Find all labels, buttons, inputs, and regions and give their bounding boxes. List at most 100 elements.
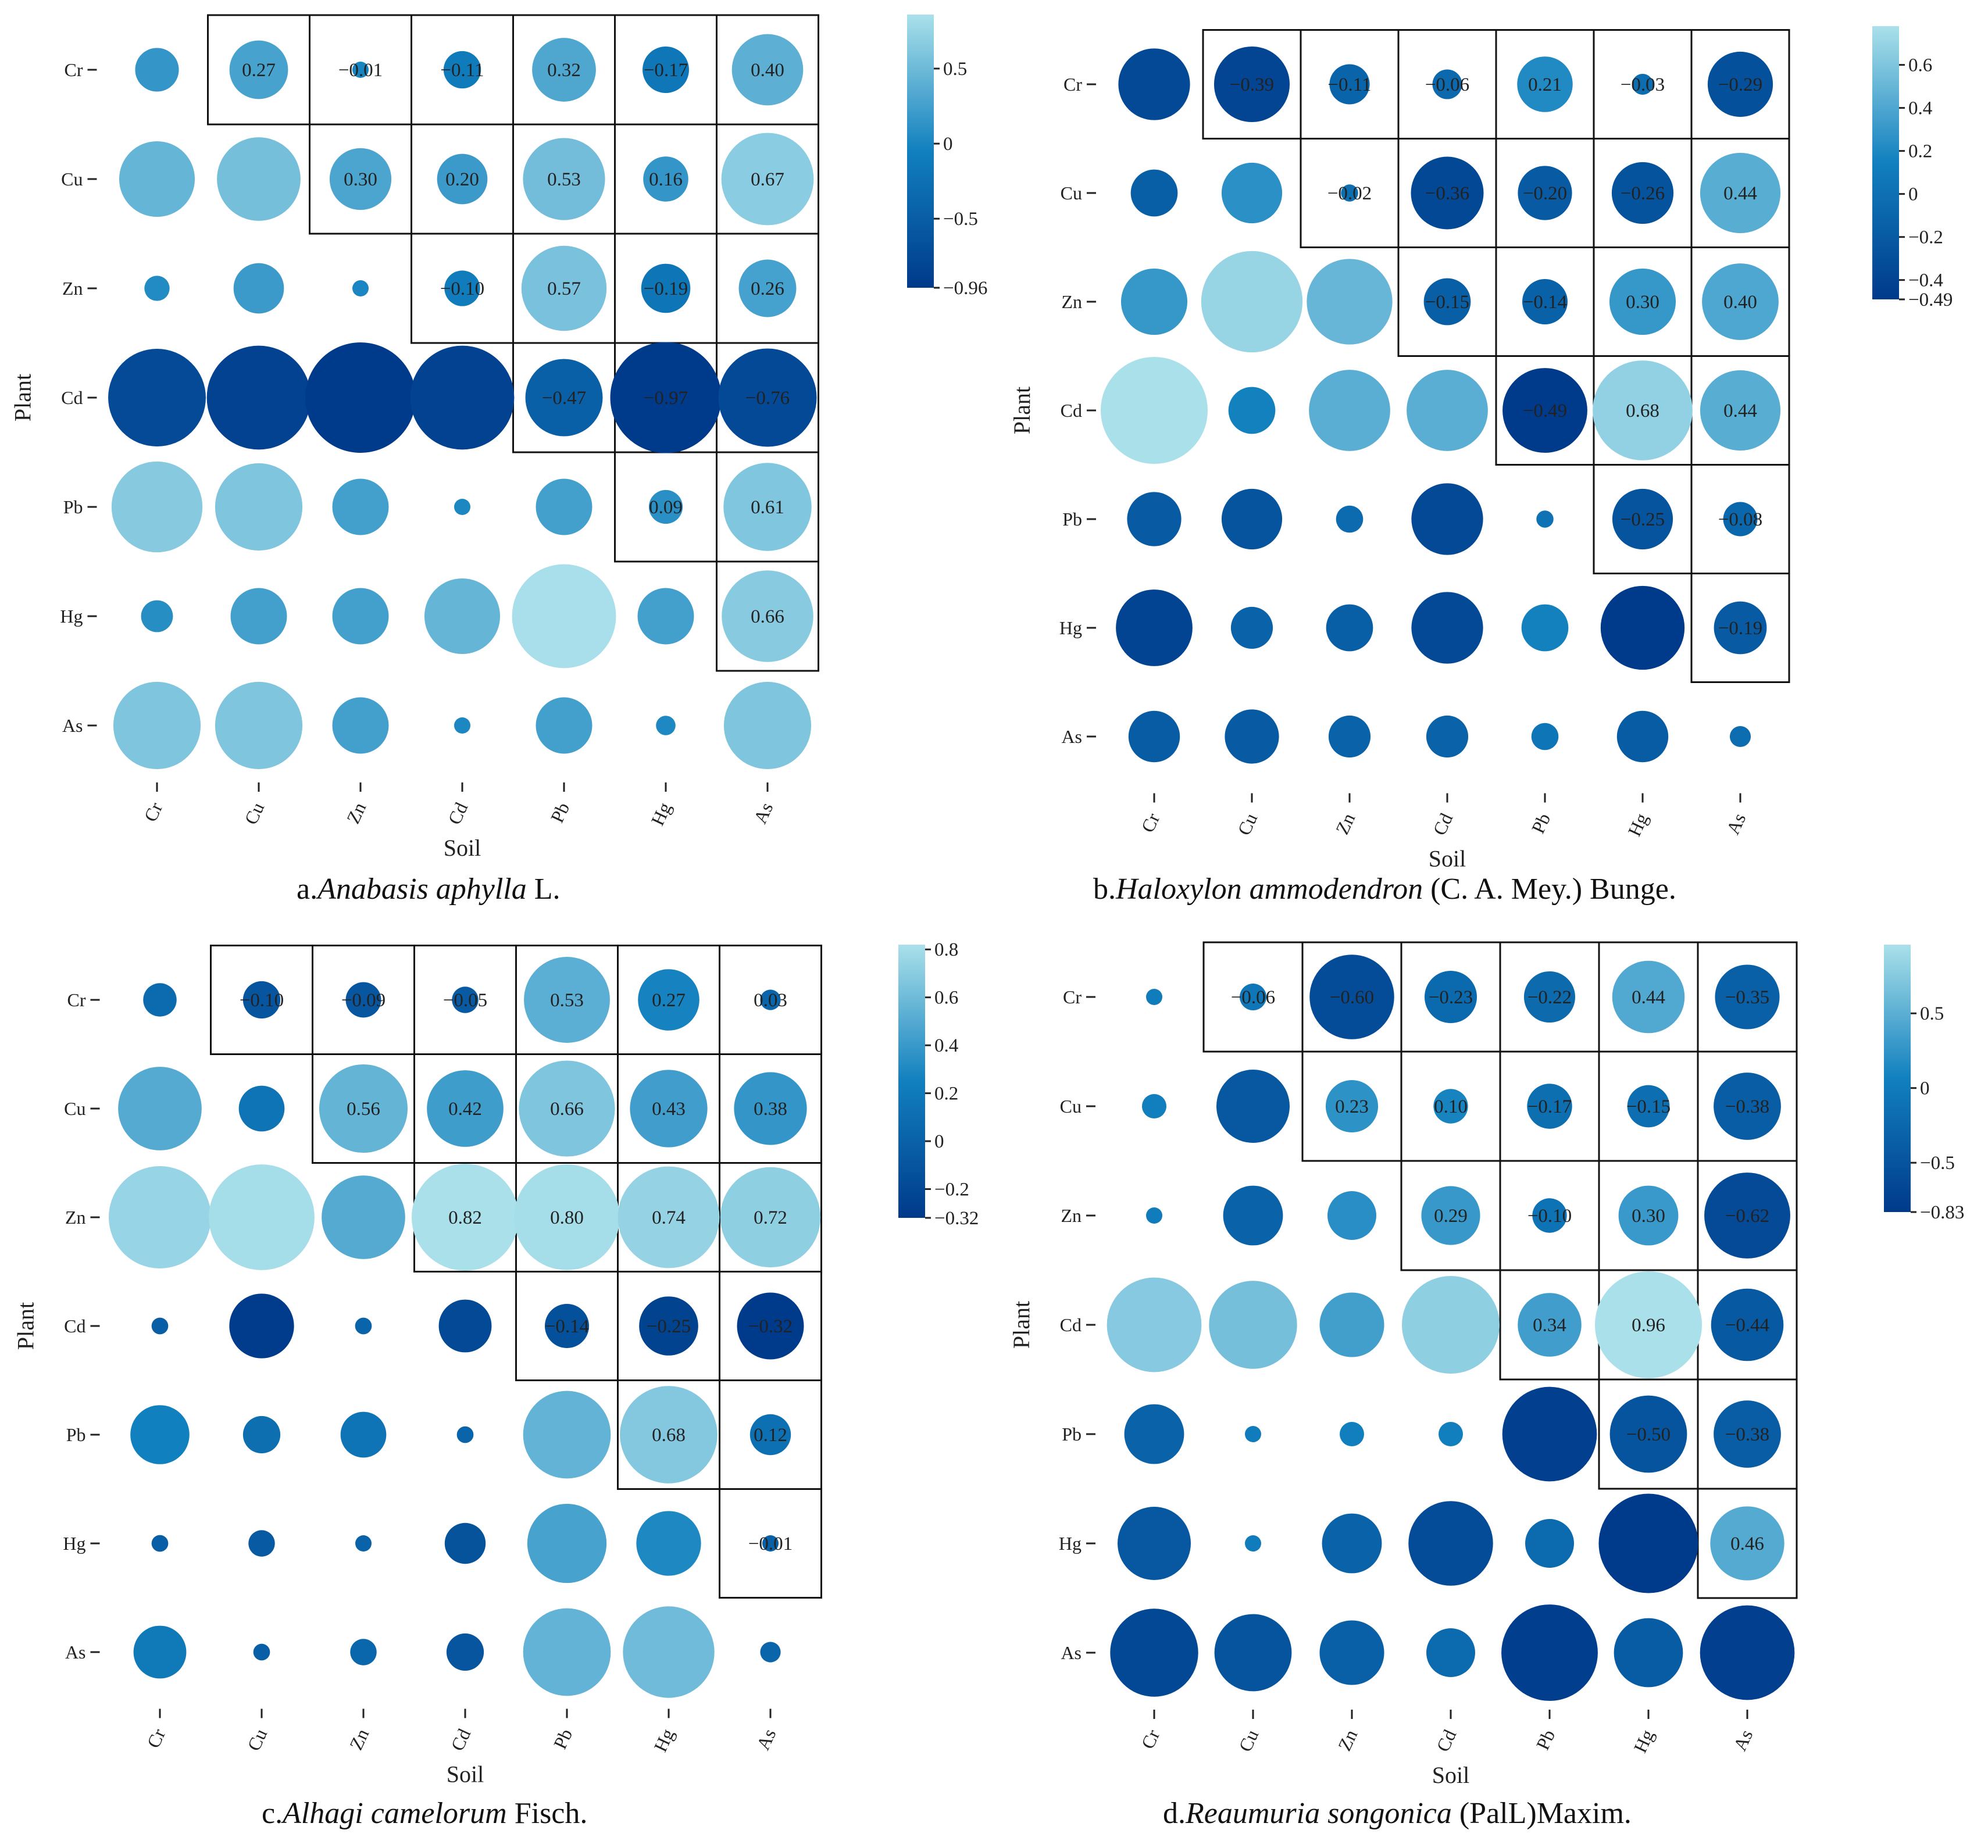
corr-circle (1700, 1605, 1795, 1700)
colorbar-tick-label: 0.5 (943, 59, 967, 80)
corr-circle (119, 141, 195, 217)
corr-value-label: 0.67 (751, 169, 784, 190)
caption-b-species: Haloxylon ammodendron (1116, 873, 1423, 906)
corr-circle (1518, 1293, 1582, 1357)
corr-value-label: 0.46 (1730, 1534, 1764, 1554)
caption-d-species: Reaumuria songonica (1186, 1797, 1452, 1830)
corr-value-label: −0.11 (1327, 74, 1371, 95)
caption-a: a.Anabasis aphylla L. (297, 872, 561, 906)
corr-circle (643, 47, 689, 93)
colorbar-tick-label: −0.4 (1908, 270, 1943, 291)
corr-value-label: 0.30 (1626, 292, 1659, 313)
corr-circle (111, 461, 203, 553)
x-axis-title: Soil (447, 1761, 484, 1788)
caption-c: c.Alhagi camelorum Fisch. (262, 1796, 587, 1831)
corr-circle (350, 1639, 377, 1665)
corr-circle (1309, 370, 1390, 451)
corr-circle (636, 1511, 701, 1576)
corr-value-label: −0.29 (1718, 74, 1762, 95)
corr-value-label: 0.74 (652, 1207, 686, 1228)
corr-value-label: −0.03 (1621, 74, 1665, 95)
corr-value-label: −0.23 (1429, 987, 1473, 1008)
corr-circle (1424, 970, 1477, 1024)
corr-value-label: −0.36 (1425, 183, 1469, 204)
corr-circle (749, 1414, 791, 1456)
corr-value-label: 0.80 (550, 1207, 584, 1228)
caption-d-suffix: (PalL)Maxim. (1451, 1797, 1632, 1830)
corr-circle (352, 280, 369, 296)
corr-circle (639, 1296, 698, 1356)
y-tick-label: Cu (61, 169, 83, 190)
corr-circle (1213, 46, 1290, 123)
corr-circle (1309, 955, 1394, 1039)
corr-circle (1729, 725, 1751, 748)
colorbar-tick-label: 0.2 (1908, 141, 1932, 162)
corr-circle (1118, 48, 1190, 120)
corr-circle (454, 499, 470, 515)
x-tick-label: Hg (1629, 1727, 1658, 1756)
corr-circle (229, 40, 288, 99)
corr-circle (762, 1535, 779, 1552)
corr-circle (443, 51, 481, 89)
corr-value-label: −0.22 (1527, 987, 1572, 1008)
corr-circle (1110, 1608, 1198, 1697)
y-tick-label: Cd (64, 1316, 85, 1336)
corr-circle (738, 259, 797, 317)
corr-circle (242, 981, 281, 1019)
corr-circle (1521, 604, 1569, 652)
corr-circle (248, 1530, 275, 1557)
corr-circle (1517, 56, 1573, 112)
corr-value-label: 0.44 (1723, 183, 1757, 204)
y-tick-label: Hg (1059, 1533, 1082, 1554)
corr-circle (1230, 606, 1273, 649)
corr-value-label: 0.10 (1434, 1096, 1468, 1117)
x-tick-label: Zn (1334, 1727, 1362, 1754)
caption-d: d.Reaumuria songonica (PalL)Maxim. (1163, 1796, 1632, 1831)
y-tick-label: As (1061, 1642, 1082, 1663)
corr-circle (1627, 1085, 1670, 1128)
corr-value-label: 0.68 (652, 1425, 686, 1446)
corr-circle (1411, 483, 1483, 555)
corr-circle (1216, 1070, 1290, 1143)
corr-circle (734, 1072, 807, 1145)
corr-value-label: −0.49 (1523, 401, 1567, 421)
corr-circle (233, 263, 284, 314)
corr-value-label: −0.06 (1425, 74, 1469, 95)
corr-value-label: −0.76 (745, 388, 790, 409)
colorbar-tick-label: 0 (934, 1131, 944, 1152)
corr-circle (215, 463, 303, 551)
corr-circle (1502, 1386, 1597, 1482)
corr-value-label: 0.56 (347, 1099, 380, 1120)
y-tick-label: Pb (1062, 1424, 1082, 1445)
corr-circle (242, 1416, 281, 1454)
corr-circle (1714, 1400, 1781, 1468)
corr-circle (718, 348, 817, 447)
corr-circle (523, 1391, 611, 1479)
corr-circle (1600, 585, 1685, 670)
y-tick-label: Pb (63, 496, 83, 517)
corr-circle (1130, 169, 1178, 217)
corr-circle (722, 570, 813, 662)
corr-circle (1228, 387, 1276, 434)
y-tick-label: As (1061, 726, 1082, 747)
corr-circle (1329, 64, 1370, 105)
corr-circle (1402, 1276, 1500, 1374)
corr-circle (536, 697, 593, 754)
corr-circle (1518, 166, 1572, 220)
corr-circle (643, 156, 688, 202)
corr-circle (1614, 1618, 1683, 1688)
corr-circle (1710, 1506, 1784, 1581)
corr-value-label: −0.60 (1330, 987, 1374, 1008)
corr-circle (118, 1067, 202, 1150)
y-tick-label: Cd (1061, 400, 1082, 421)
corr-circle (1423, 278, 1471, 326)
corr-circle (1609, 1395, 1687, 1473)
corr-value-label: −0.14 (545, 1316, 589, 1337)
corr-value-label: −0.17 (1527, 1096, 1572, 1117)
colorbar-tick-label: 0.6 (934, 988, 958, 1009)
corr-value-label: −0.44 (1725, 1315, 1769, 1336)
corr-circle (1411, 156, 1484, 230)
corr-value-label: −0.47 (542, 388, 586, 409)
corr-circle (319, 1064, 408, 1153)
